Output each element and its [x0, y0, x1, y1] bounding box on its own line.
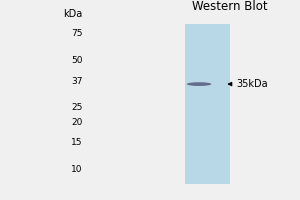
Text: kDa: kDa: [63, 9, 82, 19]
Bar: [185, 24, 230, 184]
Text: Western Blot: Western Blot: [192, 0, 268, 13]
Ellipse shape: [187, 82, 211, 86]
Text: 35kDa: 35kDa: [236, 79, 268, 89]
